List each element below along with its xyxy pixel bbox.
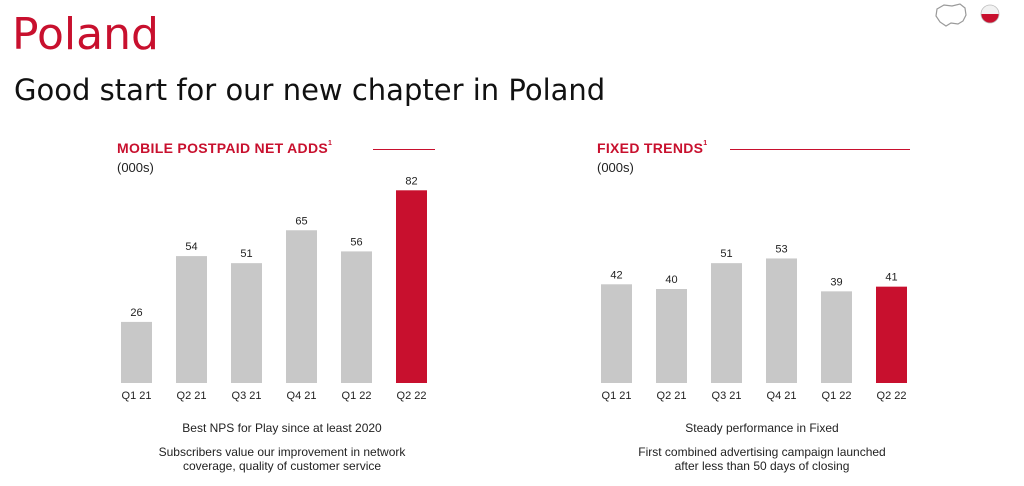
x-tick-label: Q4 21 — [287, 390, 317, 402]
x-tick-label: Q1 21 — [602, 390, 632, 402]
caption-primary: Best NPS for Play since at least 2020 — [182, 421, 382, 435]
caption-line: Subscribers value our improvement in net… — [158, 445, 406, 459]
page-subtitle: Good start for our new chapter in Poland — [14, 73, 606, 107]
bar-q2-22 — [876, 286, 907, 383]
poland-map-icon — [935, 3, 967, 27]
mobile-postpaid-panel: MOBILE POSTPAID NET ADDS1 (000s) 26 Q1 21… — [117, 134, 447, 479]
bar-q4-21 — [766, 258, 797, 383]
data-label: 26 — [130, 307, 142, 319]
x-tick-label: Q1 22 — [822, 390, 852, 402]
chart-unit: (000s) — [597, 160, 634, 175]
x-tick-label: Q1 21 — [122, 390, 152, 402]
x-tick-label: Q2 21 — [657, 390, 687, 402]
x-tick-label: Q3 21 — [712, 390, 742, 402]
bar-q2-22 — [396, 190, 427, 383]
bar-q2-21 — [176, 256, 207, 383]
footnote-marker: 1 — [328, 140, 333, 147]
caption-secondary: Subscribers value our improvement in net… — [117, 445, 447, 473]
title-rule — [373, 149, 435, 150]
data-label: 41 — [885, 272, 897, 284]
data-label: 42 — [610, 269, 622, 281]
chart-header: MOBILE POSTPAID NET ADDS1 (000s) — [117, 134, 447, 175]
data-label: 51 — [240, 248, 252, 260]
poland-flag-icon — [980, 4, 1000, 24]
title-rule — [730, 149, 910, 150]
fixed-trends-panel: FIXED TRENDS1 (000s) 42 Q1 21 40 Q2 21 51 Q3 … — [597, 134, 927, 479]
bar-q2-21 — [656, 289, 687, 383]
caption-line: after less than 50 days of closing — [674, 459, 850, 473]
chart-header: FIXED TRENDS1 (000s) — [597, 134, 927, 175]
data-label: 53 — [775, 243, 787, 255]
caption-primary: Steady performance in Fixed — [685, 421, 839, 435]
chart-unit: (000s) — [117, 160, 154, 175]
chart-title-text: FIXED TRENDS — [597, 140, 704, 156]
data-label: 82 — [405, 175, 417, 187]
mobile-postpaid-bar-chart: 26 Q1 21 54 Q2 21 51 Q3 21 65 Q4 21 56 Q1 22 82 Q2 … — [121, 175, 427, 402]
bar-q1-22 — [821, 291, 852, 383]
data-label: 40 — [665, 274, 677, 286]
page-title: Poland — [12, 9, 159, 60]
bar-q1-21 — [121, 321, 152, 383]
bar-q3-21 — [231, 263, 262, 383]
fixed-trends-bar-chart: 42 Q1 21 40 Q2 21 51 Q3 21 53 Q4 21 39 Q1 22 41 Q2 … — [601, 243, 907, 402]
bar-q3-21 — [711, 263, 742, 383]
x-tick-label: Q2 22 — [397, 390, 427, 402]
caption-secondary: First combined advertising campaign laun… — [597, 445, 927, 473]
data-label: 54 — [185, 241, 197, 253]
chart-title: MOBILE POSTPAID NET ADDS1 — [117, 140, 332, 156]
x-tick-label: Q2 21 — [177, 390, 207, 402]
data-label: 65 — [295, 215, 307, 227]
x-tick-label: Q2 22 — [877, 390, 907, 402]
data-label: 56 — [350, 236, 362, 248]
header-icons — [935, 3, 1000, 27]
chart-title-text: MOBILE POSTPAID NET ADDS — [117, 140, 328, 156]
x-tick-label: Q1 22 — [342, 390, 372, 402]
bar-q1-21 — [601, 284, 632, 383]
data-label: 51 — [720, 248, 732, 260]
x-tick-label: Q3 21 — [232, 390, 262, 402]
bar-q4-21 — [286, 230, 317, 383]
chart-title: FIXED TRENDS1 — [597, 140, 707, 156]
caption-line: First combined advertising campaign laun… — [638, 445, 886, 459]
x-tick-label: Q4 21 — [767, 390, 797, 402]
caption-line: coverage, quality of customer service — [182, 459, 382, 473]
data-label: 39 — [830, 276, 842, 288]
bar-q1-22 — [341, 251, 372, 383]
footnote-marker: 1 — [703, 140, 708, 147]
